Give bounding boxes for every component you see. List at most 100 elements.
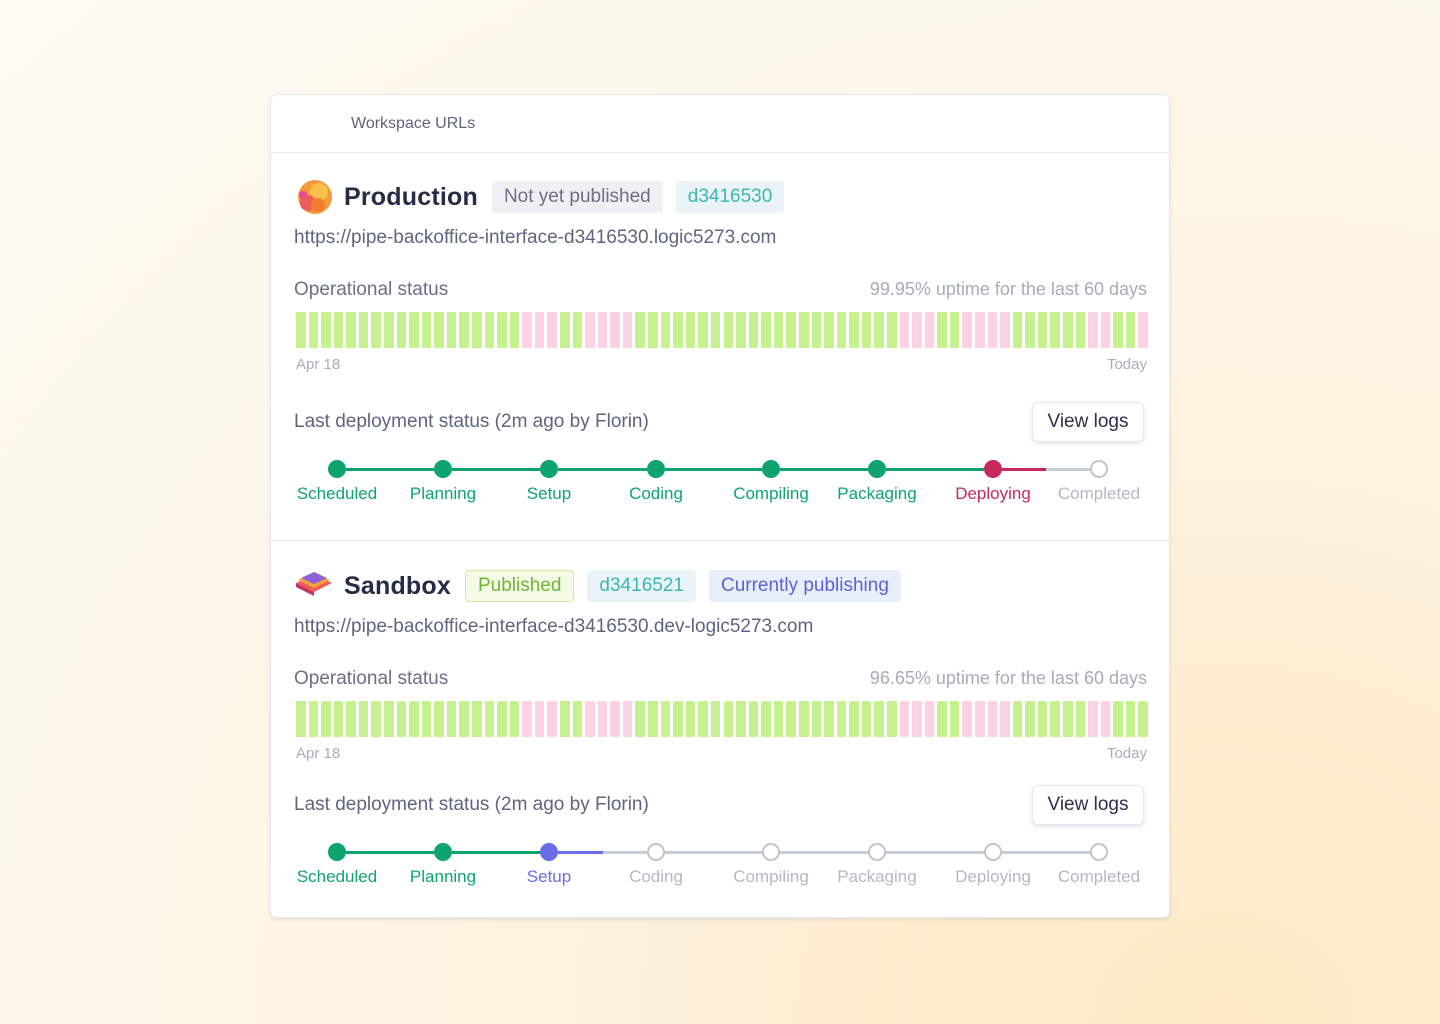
uptime-day-bar[interactable]: [962, 701, 972, 737]
uptime-day-bar[interactable]: [949, 312, 960, 348]
uptime-day-bar[interactable]: [773, 312, 784, 348]
uptime-day-bar[interactable]: [434, 701, 444, 737]
uptime-day-bar[interactable]: [396, 701, 407, 737]
uptime-day-bar[interactable]: [1125, 701, 1136, 737]
uptime-day-bar[interactable]: [472, 701, 482, 737]
uptime-day-bar[interactable]: [371, 312, 381, 348]
uptime-day-bar[interactable]: [1138, 701, 1148, 737]
uptime-day-bar[interactable]: [421, 312, 432, 348]
uptime-day-bar[interactable]: [1125, 312, 1136, 348]
uptime-day-bar[interactable]: [723, 312, 734, 348]
uptime-day-bar[interactable]: [560, 701, 570, 737]
uptime-day-bar[interactable]: [849, 701, 859, 737]
uptime-day-bar[interactable]: [673, 312, 683, 348]
uptime-day-bar[interactable]: [522, 312, 532, 348]
uptime-day-bar[interactable]: [534, 701, 545, 737]
uptime-day-bar[interactable]: [1075, 312, 1086, 348]
uptime-day-bar[interactable]: [1000, 701, 1010, 737]
uptime-day-bar[interactable]: [384, 701, 394, 737]
environment-url[interactable]: https://pipe-backoffice-interface-d34165…: [294, 616, 814, 637]
uptime-day-bar[interactable]: [1000, 312, 1010, 348]
uptime-day-bar[interactable]: [1100, 701, 1111, 737]
uptime-day-bar[interactable]: [1088, 312, 1098, 348]
uptime-day-bar[interactable]: [585, 701, 595, 737]
uptime-day-bar[interactable]: [572, 312, 583, 348]
uptime-day-bar[interactable]: [886, 312, 897, 348]
uptime-day-bar[interactable]: [748, 701, 759, 737]
uptime-day-bar[interactable]: [899, 312, 910, 348]
uptime-day-bar[interactable]: [1025, 701, 1035, 737]
uptime-day-bar[interactable]: [824, 312, 834, 348]
uptime-day-bar[interactable]: [1088, 701, 1098, 737]
uptime-day-bar[interactable]: [497, 701, 507, 737]
uptime-day-bar[interactable]: [446, 701, 457, 737]
uptime-day-bar[interactable]: [773, 701, 784, 737]
uptime-day-bar[interactable]: [1138, 312, 1148, 348]
uptime-day-bar[interactable]: [597, 701, 608, 737]
uptime-day-bar[interactable]: [761, 701, 771, 737]
uptime-day-bar[interactable]: [824, 701, 834, 737]
uptime-day-bar[interactable]: [899, 701, 910, 737]
uptime-day-bar[interactable]: [622, 701, 633, 737]
uptime-day-bar[interactable]: [949, 701, 960, 737]
uptime-day-bar[interactable]: [1037, 312, 1048, 348]
uptime-day-bar[interactable]: [710, 701, 721, 737]
uptime-day-bar[interactable]: [534, 312, 545, 348]
uptime-day-bar[interactable]: [1050, 701, 1060, 737]
uptime-day-bar[interactable]: [333, 312, 344, 348]
uptime-day-bar[interactable]: [924, 701, 935, 737]
uptime-day-bar[interactable]: [321, 701, 331, 737]
uptime-day-bar[interactable]: [924, 312, 935, 348]
uptime-day-bar[interactable]: [836, 312, 847, 348]
uptime-day-bar[interactable]: [358, 312, 369, 348]
uptime-day-bar[interactable]: [660, 701, 671, 737]
uptime-day-bar[interactable]: [736, 312, 746, 348]
uptime-day-bar[interactable]: [434, 312, 444, 348]
uptime-day-bar[interactable]: [560, 312, 570, 348]
uptime-day-bar[interactable]: [974, 312, 985, 348]
uptime-day-bar[interactable]: [1062, 312, 1073, 348]
uptime-day-bar[interactable]: [497, 312, 507, 348]
uptime-day-bar[interactable]: [597, 312, 608, 348]
uptime-day-bar[interactable]: [1050, 312, 1060, 348]
uptime-day-bar[interactable]: [484, 312, 495, 348]
uptime-day-bar[interactable]: [648, 701, 658, 737]
uptime-day-bar[interactable]: [321, 312, 331, 348]
uptime-day-bar[interactable]: [459, 701, 470, 737]
uptime-day-bar[interactable]: [987, 701, 998, 737]
uptime-day-bar[interactable]: [585, 312, 595, 348]
uptime-day-bar[interactable]: [446, 312, 457, 348]
uptime-day-bar[interactable]: [421, 701, 432, 737]
uptime-day-bar[interactable]: [472, 312, 482, 348]
uptime-day-bar[interactable]: [798, 312, 809, 348]
uptime-day-bar[interactable]: [1113, 312, 1123, 348]
uptime-day-bar[interactable]: [836, 701, 847, 737]
uptime-day-bar[interactable]: [748, 312, 759, 348]
uptime-day-bar[interactable]: [1012, 701, 1023, 737]
uptime-day-bar[interactable]: [886, 701, 897, 737]
uptime-day-bar[interactable]: [648, 312, 658, 348]
uptime-day-bar[interactable]: [1113, 701, 1123, 737]
uptime-day-bar[interactable]: [723, 701, 734, 737]
view-logs-button[interactable]: View logs: [1032, 402, 1144, 442]
uptime-day-bar[interactable]: [874, 701, 884, 737]
uptime-day-bar[interactable]: [962, 312, 972, 348]
uptime-day-bar[interactable]: [761, 312, 771, 348]
uptime-day-bar[interactable]: [874, 312, 884, 348]
uptime-day-bar[interactable]: [396, 312, 407, 348]
uptime-day-bar[interactable]: [798, 701, 809, 737]
uptime-day-bar[interactable]: [660, 312, 671, 348]
view-logs-button[interactable]: View logs: [1032, 785, 1144, 825]
uptime-day-bar[interactable]: [937, 312, 947, 348]
uptime-day-bar[interactable]: [786, 312, 796, 348]
uptime-day-bar[interactable]: [673, 701, 683, 737]
uptime-day-bar[interactable]: [1025, 312, 1035, 348]
uptime-day-bar[interactable]: [610, 701, 620, 737]
uptime-day-bar[interactable]: [710, 312, 721, 348]
uptime-day-bar[interactable]: [849, 312, 859, 348]
uptime-day-bar[interactable]: [371, 701, 381, 737]
uptime-day-bar[interactable]: [736, 701, 746, 737]
uptime-day-bar[interactable]: [1037, 701, 1048, 737]
uptime-day-bar[interactable]: [1062, 701, 1073, 737]
uptime-day-bar[interactable]: [685, 312, 696, 348]
